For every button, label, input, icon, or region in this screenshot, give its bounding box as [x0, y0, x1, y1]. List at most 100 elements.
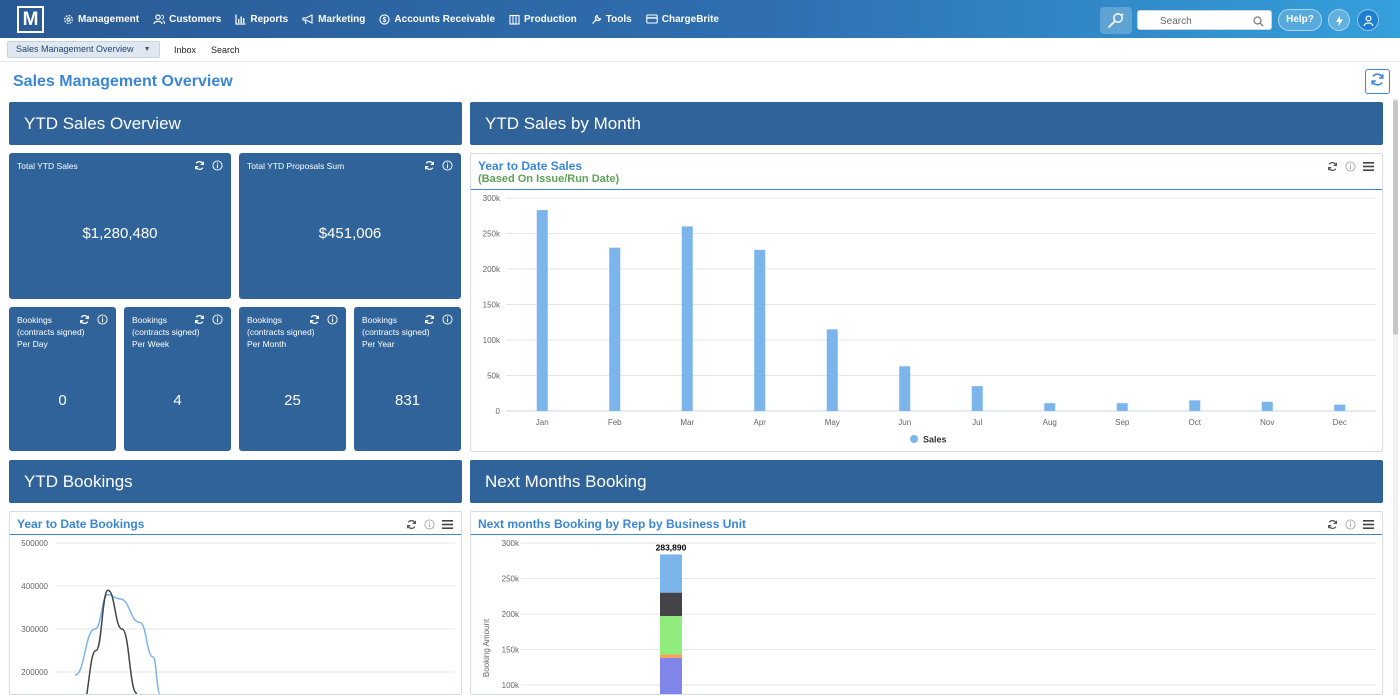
info-icon[interactable]: [327, 312, 338, 325]
help-button[interactable]: Help?: [1278, 9, 1322, 31]
app-logo[interactable]: M: [17, 6, 44, 33]
x-tick-label: Oct: [1189, 418, 1202, 427]
bar-sep: [1116, 403, 1128, 411]
y-tick-label: 500000: [21, 539, 48, 548]
panel-divider: [471, 189, 1382, 190]
panel-subtitle: (Based On Issue/Run Date): [478, 173, 620, 185]
y-tick-label: 300000: [21, 625, 48, 634]
refresh-icon[interactable]: [309, 312, 320, 325]
x-tick-label: Jan: [536, 418, 549, 427]
top-nav: M Management Customers Reports Marketing…: [0, 0, 1400, 38]
quick-action-button[interactable]: [1328, 9, 1350, 31]
x-tick-label: Mar: [680, 418, 694, 427]
info-icon[interactable]: [212, 312, 223, 325]
nav-reports[interactable]: Reports: [235, 14, 288, 25]
nav-management[interactable]: Management: [63, 14, 139, 25]
y-axis-label: Booking Amount: [482, 618, 491, 677]
tile-bookings-per-day: Bookings (contracts signed) Per Day 0: [9, 307, 116, 451]
refresh-icon[interactable]: [424, 312, 435, 325]
x-tick-label: Feb: [608, 418, 622, 427]
nav-accounts-receivable[interactable]: $ Accounts Receivable: [379, 14, 495, 25]
tile-total-ytd-sales: Total YTD Sales $1,280,480: [9, 153, 231, 299]
nav-production[interactable]: Production: [509, 14, 577, 25]
tile-bookings-per-week: Bookings (contracts signed) Per Week 4: [124, 307, 231, 451]
chevron-down-icon[interactable]: ▼: [143, 46, 151, 53]
tile-value: 0: [58, 392, 67, 409]
panel-ytd-sales: Year to Date Sales (Based On Issue/Run D…: [470, 153, 1383, 452]
refresh-icon[interactable]: [79, 312, 90, 325]
wrench-icon: [591, 14, 602, 25]
nav-marketing-label: Marketing: [318, 13, 366, 25]
stack-segment-5: [660, 658, 682, 694]
panel-next-months-booking: Next months Booking by Rep by Business U…: [470, 511, 1383, 695]
info-icon[interactable]: [1345, 517, 1356, 530]
tab-sales-management-overview[interactable]: Sales Management Overview ▼: [7, 41, 160, 58]
nav-tools[interactable]: Tools: [591, 14, 632, 25]
next-months-chart: 100k 150k 200k 250k 300k Booking Amount 283,89…: [482, 539, 1376, 694]
nav-chargebrite[interactable]: ChargeBrite: [645, 13, 719, 25]
y-tick-label: 250k: [483, 230, 501, 239]
section-ytd-sales-by-month: YTD Sales by Month: [470, 102, 1383, 145]
panel-ytd-bookings: Year to Date Bookings 200000 300000 400000…: [9, 511, 462, 695]
quick-find-button[interactable]: [1100, 7, 1132, 34]
magic-search-icon: [1107, 12, 1125, 34]
x-tick-label: Sep: [1115, 418, 1130, 427]
panel-divider: [471, 534, 1382, 535]
y-tick-label: 300k: [502, 539, 520, 548]
stack-segment-2: [660, 592, 682, 617]
panel-title: Year to Date Bookings: [17, 517, 145, 531]
ytd-sales-chart: 0 50k 100k 150k 200k 250k 300k Jan Feb Mar Apr May J…: [483, 194, 1376, 445]
refresh-icon[interactable]: [424, 158, 435, 171]
bar-nov: [1261, 401, 1273, 411]
info-icon[interactable]: [212, 158, 223, 171]
nav-customers[interactable]: Customers: [153, 14, 221, 25]
global-search[interactable]: [1137, 10, 1272, 32]
hamburger-menu-icon[interactable]: [1363, 159, 1374, 171]
info-icon[interactable]: [97, 312, 108, 325]
info-icon[interactable]: [1345, 159, 1356, 172]
refresh-icon[interactable]: [1327, 159, 1338, 172]
info-icon[interactable]: [442, 312, 453, 325]
scrollbar-thumb[interactable]: [1393, 100, 1398, 335]
legend-marker: [910, 435, 918, 443]
tile-bookings-per-month: Bookings (contracts signed) Per Month 25: [239, 307, 346, 451]
hamburger-menu-icon[interactable]: [1363, 517, 1374, 529]
bar-feb: [609, 247, 621, 411]
tile-value: 25: [284, 392, 301, 409]
tile-bookings-per-year: Bookings (contracts signed) Per Year 831: [354, 307, 461, 451]
tile-label: Bookings (contracts signed) Per Day: [17, 315, 85, 349]
refresh-page-button[interactable]: [1365, 69, 1390, 94]
refresh-icon[interactable]: [194, 312, 205, 325]
refresh-icon[interactable]: [406, 517, 417, 530]
user-avatar-button[interactable]: [1357, 9, 1379, 31]
x-tick-label: Aug: [1043, 418, 1057, 427]
tab-strip: Sales Management Overview ▼ Inbox Search: [0, 38, 1400, 62]
info-icon[interactable]: [424, 517, 435, 530]
info-icon[interactable]: [442, 158, 453, 171]
hamburger-menu-icon[interactable]: [442, 517, 453, 529]
x-tick-label: Jul: [972, 418, 982, 427]
search-icon[interactable]: [1253, 14, 1264, 32]
refresh-icon: [1370, 72, 1385, 92]
tile-label: Total YTD Proposals Sum: [247, 161, 345, 171]
tab-inbox[interactable]: Inbox: [174, 45, 197, 55]
panel-divider: [10, 534, 461, 535]
nav-marketing[interactable]: Marketing: [302, 14, 365, 25]
search-input[interactable]: [1138, 12, 1248, 31]
section-next-months-booking: Next Months Booking: [470, 460, 1383, 503]
refresh-icon[interactable]: [194, 158, 205, 171]
stack-segment-3: [660, 616, 682, 655]
y-tick-label: 150k: [502, 646, 520, 655]
tab-search[interactable]: Search: [211, 45, 240, 55]
tile-value: 4: [173, 392, 182, 409]
stack-segment-1: [660, 554, 682, 593]
gear-icon: [63, 14, 74, 25]
refresh-icon[interactable]: [1327, 517, 1338, 530]
nav-chargebrite-label: ChargeBrite: [661, 13, 719, 25]
stack-segment-4: [660, 654, 682, 659]
page-scrollbar[interactable]: [1393, 98, 1398, 695]
bookings-series-line-2: [86, 589, 138, 694]
y-tick-label: 300k: [483, 194, 501, 203]
tile-value: $1,280,480: [82, 225, 158, 242]
nav-management-label: Management: [78, 13, 140, 25]
